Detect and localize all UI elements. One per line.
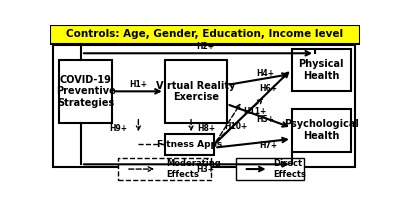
Text: H8+: H8+: [198, 124, 216, 133]
FancyBboxPatch shape: [292, 109, 351, 152]
FancyBboxPatch shape: [165, 134, 214, 155]
Text: H6+: H6+: [260, 84, 278, 93]
Text: H7+: H7+: [260, 141, 278, 150]
FancyBboxPatch shape: [50, 25, 360, 44]
Text: Direct
Effects: Direct Effects: [273, 159, 306, 179]
Text: Psychological
Health: Psychological Health: [284, 119, 359, 141]
FancyBboxPatch shape: [118, 158, 211, 180]
Text: H4+: H4+: [256, 69, 274, 78]
Text: COVID-19
Preventive
Strategies: COVID-19 Preventive Strategies: [56, 75, 116, 108]
FancyBboxPatch shape: [292, 49, 351, 91]
FancyBboxPatch shape: [236, 158, 304, 180]
Text: H1+: H1+: [129, 81, 147, 89]
Text: Controls: Age, Gender, Education, Income level: Controls: Age, Gender, Education, Income…: [66, 29, 344, 39]
FancyBboxPatch shape: [59, 60, 112, 123]
Text: H5+: H5+: [256, 115, 274, 124]
Text: Virtual Reality
Exercise: Virtual Reality Exercise: [156, 81, 235, 102]
Text: H3+: H3+: [196, 165, 214, 174]
Text: Fitness Apps: Fitness Apps: [157, 140, 222, 149]
Text: H9+: H9+: [109, 124, 127, 133]
Text: Physical
Health: Physical Health: [298, 59, 344, 81]
Text: H10+: H10+: [224, 122, 248, 131]
Text: H11+: H11+: [243, 108, 266, 116]
Text: H2+: H2+: [196, 42, 214, 52]
Text: Moderating
Effects: Moderating Effects: [166, 159, 221, 179]
FancyBboxPatch shape: [165, 60, 227, 123]
